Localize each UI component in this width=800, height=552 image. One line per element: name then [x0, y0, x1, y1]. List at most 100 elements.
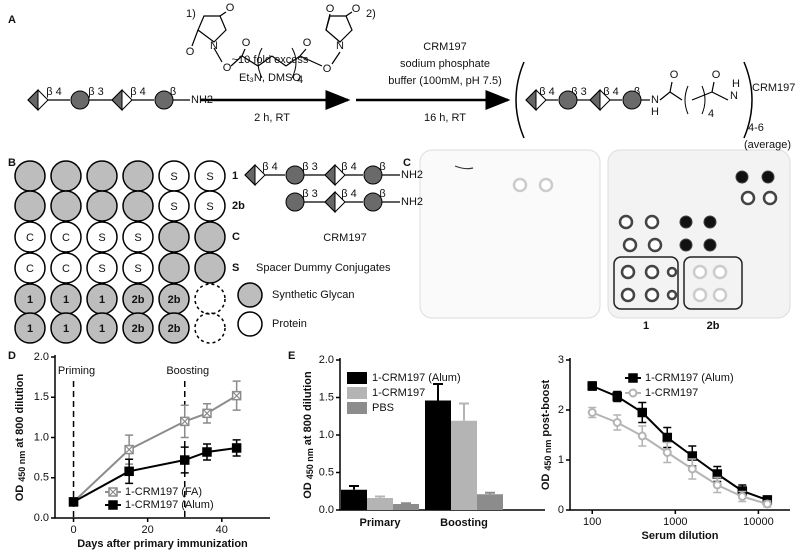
bond [711, 91, 729, 101]
panel-label: B [8, 157, 16, 169]
blot-box [683, 256, 743, 310]
step-number: 1) [186, 8, 196, 20]
row-note: Spacer Dummy Conjugates [256, 262, 391, 274]
bar [393, 504, 419, 510]
bond [271, 55, 287, 67]
amine: NH2 [191, 94, 213, 106]
glycan-circle [363, 192, 383, 212]
bond [241, 48, 246, 57]
y-tick-label: 0.0 [34, 512, 49, 524]
x-tick-label: 100 [583, 516, 601, 528]
legend-text: 1-CRM197 (Alum) [372, 372, 461, 384]
y-axis-title-part: at 800 dilution [302, 371, 314, 445]
blot-dot [761, 170, 775, 184]
y-tick-label: 1.0 [34, 431, 49, 443]
reagent: ~10 fold excess [232, 54, 309, 66]
glycan-diamond-half [111, 88, 123, 112]
marker [637, 407, 648, 418]
bond [691, 91, 713, 101]
bar [477, 494, 503, 510]
x-tick-label: Boosting [440, 517, 488, 529]
marker [737, 492, 747, 501]
atom: O [226, 2, 235, 14]
blot-dot [620, 287, 636, 303]
loading: 4-6 [748, 122, 764, 134]
spot-label: S [206, 201, 213, 213]
marker [179, 455, 190, 465]
spot-label: S [134, 232, 141, 244]
linkage-label: β 3 [88, 86, 104, 98]
conjugate-spot [50, 190, 82, 222]
y-axis-title-part: 450 nm [17, 451, 27, 482]
conjugate-spot [86, 252, 118, 284]
conjugate-spot [158, 252, 190, 284]
bracket [701, 85, 706, 115]
conjugate-spot [86, 312, 118, 344]
conjugate-spot [14, 190, 46, 222]
blot-dot [679, 215, 693, 229]
blot-dot [712, 287, 728, 303]
blot-dot [735, 170, 749, 184]
panel-label: A [8, 14, 16, 26]
glycan-diamond-half [244, 163, 256, 187]
spot-label: 1 [63, 323, 69, 335]
x-tick-label: Primary [360, 517, 402, 529]
loading-note: (average) [744, 139, 791, 151]
bond [108, 487, 118, 497]
legend-text: 1-CRM197 (Alum) [645, 372, 734, 384]
reagent: CRM197 [423, 41, 466, 53]
blot-dot [740, 190, 756, 206]
legend-text: Synthetic Glycan [272, 289, 355, 301]
blot-dot [644, 287, 660, 303]
spot-label: 1 [99, 294, 105, 306]
atom: N [651, 94, 659, 106]
glycan-circle [622, 90, 642, 110]
x-tick-label: 1000 [663, 516, 687, 528]
box-label: 2b [707, 320, 720, 332]
spot-label: C [26, 263, 34, 275]
atom: O [242, 37, 251, 49]
bond [230, 55, 243, 67]
blot-dot [692, 287, 708, 303]
conjugate-spot [194, 221, 226, 253]
conjugate-spot [122, 252, 154, 284]
panel-label: E [288, 350, 295, 362]
bond [257, 55, 273, 67]
legend-swatch [347, 372, 367, 384]
atom: 4 [708, 108, 714, 120]
atom: O [670, 69, 679, 81]
parenthesis [743, 61, 753, 139]
linkage-label: β 4 [341, 161, 357, 173]
legend-text: 1-CRM197 [645, 387, 698, 399]
spot-label: C [26, 232, 34, 244]
linkage-label: β 4 [46, 86, 62, 98]
ring [325, 15, 353, 43]
bracket [684, 85, 689, 115]
legend-text: Protein [272, 318, 307, 330]
bar [425, 400, 451, 510]
spot-label: S [134, 263, 141, 275]
atom: O [712, 69, 721, 81]
marker [587, 381, 597, 391]
blot-dot [512, 177, 528, 193]
conjugate-spot [86, 221, 118, 253]
x-axis-title: Days after primary immunization [77, 538, 248, 550]
y-tick-label: 0.0 [319, 504, 334, 516]
ring [197, 15, 227, 43]
atom: O [186, 46, 195, 58]
bond [285, 55, 301, 67]
y-axis-title-part: 450 nm [543, 440, 553, 471]
spot-label: S [170, 171, 177, 183]
atom: N [730, 90, 738, 102]
linkage-label: β [170, 86, 176, 98]
blot-dot [618, 214, 634, 230]
bond [232, 391, 242, 401]
blot-dot [622, 237, 638, 253]
atom: O [352, 3, 361, 15]
spot-label: 1 [27, 323, 33, 335]
linkage-label: β 4 [130, 86, 146, 98]
spot-label: 2b [168, 323, 181, 335]
marker [68, 497, 79, 507]
y-axis-title: OD 450 nm at 800 dilution [14, 373, 27, 501]
glycan-circle [70, 90, 90, 110]
